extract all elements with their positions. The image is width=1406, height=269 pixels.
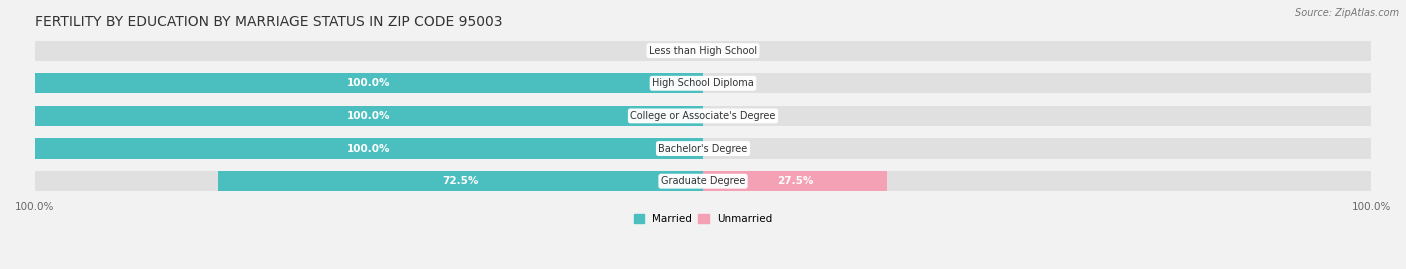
- Text: 0.0%: 0.0%: [723, 111, 749, 121]
- Text: Bachelor's Degree: Bachelor's Degree: [658, 144, 748, 154]
- Text: 100.0%: 100.0%: [347, 78, 391, 88]
- Bar: [35, 41, 703, 61]
- Bar: [703, 171, 1371, 191]
- Bar: [703, 106, 1371, 126]
- Bar: [35, 171, 703, 191]
- Text: 0.0%: 0.0%: [723, 144, 749, 154]
- Text: FERTILITY BY EDUCATION BY MARRIAGE STATUS IN ZIP CODE 95003: FERTILITY BY EDUCATION BY MARRIAGE STATU…: [35, 15, 502, 29]
- Text: 100.0%: 100.0%: [347, 111, 391, 121]
- Text: 100.0%: 100.0%: [347, 144, 391, 154]
- Bar: [703, 41, 1371, 61]
- Bar: [35, 73, 703, 93]
- Text: Less than High School: Less than High School: [650, 46, 756, 56]
- Bar: [703, 73, 1371, 93]
- Bar: [703, 171, 887, 191]
- Text: High School Diploma: High School Diploma: [652, 78, 754, 88]
- Bar: [35, 73, 703, 93]
- Text: 0.0%: 0.0%: [657, 46, 683, 56]
- Legend: Married, Unmarried: Married, Unmarried: [630, 210, 776, 228]
- Text: 0.0%: 0.0%: [723, 78, 749, 88]
- Text: Graduate Degree: Graduate Degree: [661, 176, 745, 186]
- Text: Source: ZipAtlas.com: Source: ZipAtlas.com: [1295, 8, 1399, 18]
- Bar: [35, 106, 703, 126]
- Bar: [703, 139, 1371, 159]
- Bar: [35, 106, 703, 126]
- Text: 27.5%: 27.5%: [776, 176, 813, 186]
- Text: College or Associate's Degree: College or Associate's Degree: [630, 111, 776, 121]
- Bar: [35, 139, 703, 159]
- Bar: [35, 139, 703, 159]
- Text: 72.5%: 72.5%: [443, 176, 479, 186]
- Text: 0.0%: 0.0%: [723, 46, 749, 56]
- Bar: [218, 171, 703, 191]
